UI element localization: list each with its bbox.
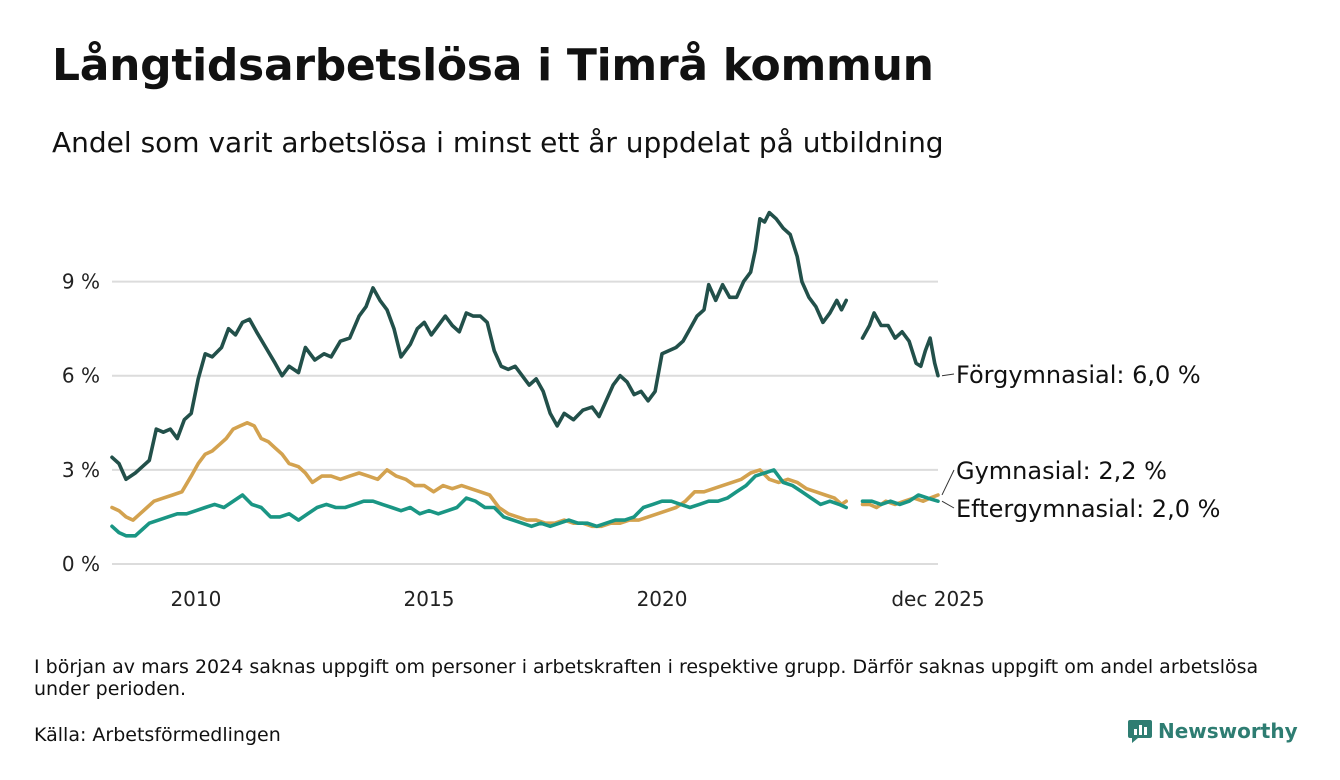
series-end-label-eftergymnasial: Eftergymnasial: 2,0 % xyxy=(956,495,1220,523)
leader-line xyxy=(941,373,955,377)
brand-name: Newsworthy xyxy=(1158,719,1298,743)
series-line-gymnasial xyxy=(110,421,940,529)
series-end-label-gymnasial: Gymnasial: 2,2 % xyxy=(956,457,1167,485)
x-axis-ticks: 2010 2015 2020 dec 2025 xyxy=(170,587,984,611)
x-tick-label: 2020 xyxy=(637,587,688,611)
y-tick-label: 0 % xyxy=(62,552,100,576)
x-tick-label: dec 2025 xyxy=(891,587,984,611)
series-lines xyxy=(110,210,940,538)
series-end-label-forgymnasial: Förgymnasial: 6,0 % xyxy=(956,361,1201,389)
leader-line xyxy=(941,500,955,509)
leader-line xyxy=(941,469,955,496)
y-tick-label: 9 % xyxy=(62,270,100,294)
series-line-forgymnasial xyxy=(110,210,940,482)
x-tick-label: 2015 xyxy=(404,587,455,611)
chart-title: Långtidsarbetslösa i Timrå kommun xyxy=(52,40,934,91)
y-axis-ticks: 0 % 3 % 6 % 9 % xyxy=(62,270,100,576)
x-tick-label: 2010 xyxy=(170,587,221,611)
footnote: I början av mars 2024 saknas uppgift om … xyxy=(34,656,1259,700)
bar-chart-icon xyxy=(1128,720,1152,743)
chart-subtitle: Andel som varit arbetslösa i minst ett å… xyxy=(52,126,944,159)
source-note: Källa: Arbetsförmedlingen xyxy=(34,724,281,746)
line-chart: Förgymnasial: 6,0 % Gymnasial: 2,2 % Efter… xyxy=(62,210,1220,611)
brand-logo: Newsworthy xyxy=(1128,718,1298,744)
series-line-eftergymnasial xyxy=(110,468,940,538)
end-labels: Förgymnasial: 6,0 % Gymnasial: 2,2 % Efter… xyxy=(941,361,1220,523)
gridlines xyxy=(112,280,938,565)
y-tick-label: 3 % xyxy=(62,458,100,482)
y-tick-label: 6 % xyxy=(62,364,100,388)
